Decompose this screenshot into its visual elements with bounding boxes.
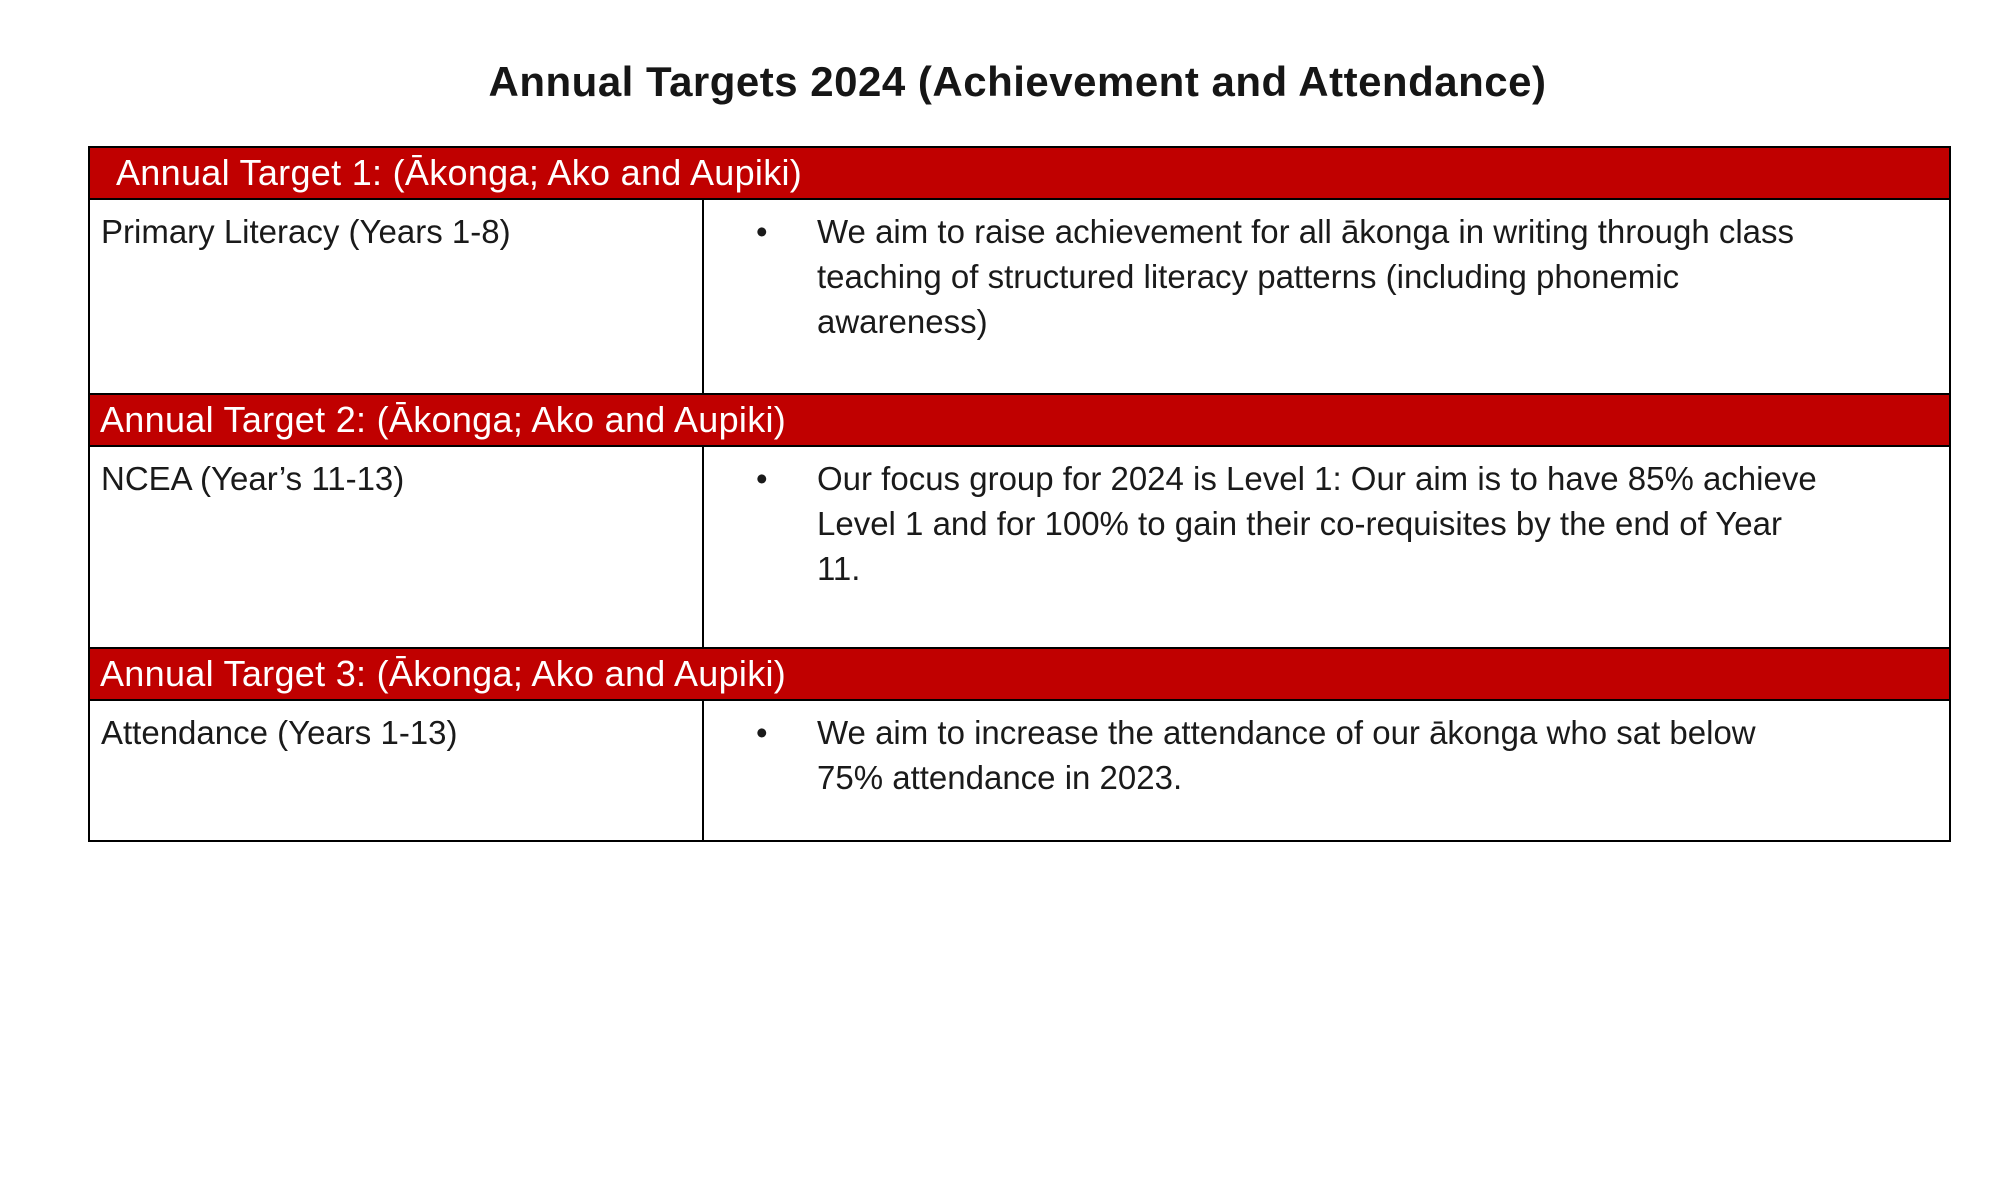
target-3-area-cell: Attendance (Years 1-13): [90, 701, 704, 840]
target-3-header-band: Annual Target 3: (Ākonga; Ako and Aupiki…: [90, 647, 1949, 701]
page-title: Annual Targets 2024 (Achievement and Att…: [488, 58, 1547, 105]
table-row: NCEA (Year’s 11-13) Our focus group for …: [90, 447, 1949, 647]
table-row: Attendance (Years 1-13) We aim to increa…: [90, 701, 1949, 840]
target-2-description-cell: Our focus group for 2024 is Level 1: Our…: [704, 447, 1949, 647]
target-3-description-cell: We aim to increase the attendance of our…: [704, 701, 1949, 840]
target-2-header-band: Annual Target 2: (Ākonga; Ako and Aupiki…: [90, 393, 1949, 447]
bullet-list: We aim to raise achievement for all ākon…: [752, 209, 1929, 344]
table-row: Primary Literacy (Years 1-8) We aim to r…: [90, 200, 1949, 393]
target-section-3: Annual Target 3: (Ākonga; Ako and Aupiki…: [90, 647, 1949, 840]
target-2-area-cell: NCEA (Year’s 11-13): [90, 447, 704, 647]
target-1-header-band: Annual Target 1: (Ākonga; Ako and Aupiki…: [90, 148, 1949, 200]
target-1-area-cell: Primary Literacy (Years 1-8): [90, 200, 704, 393]
target-section-2: Annual Target 2: (Ākonga; Ako and Aupiki…: [90, 393, 1949, 647]
bullet-list: Our focus group for 2024 is Level 1: Our…: [752, 456, 1929, 591]
bullet-item: We aim to increase the attendance of our…: [752, 710, 1822, 800]
target-section-1: Annual Target 1: (Ākonga; Ako and Aupiki…: [90, 148, 1949, 393]
target-1-description-cell: We aim to raise achievement for all ākon…: [704, 200, 1949, 393]
bullet-list: We aim to increase the attendance of our…: [752, 710, 1929, 800]
bullet-item: We aim to raise achievement for all ākon…: [752, 209, 1822, 344]
annual-targets-table: Annual Target 1: (Ākonga; Ako and Aupiki…: [88, 146, 1951, 842]
bullet-item: Our focus group for 2024 is Level 1: Our…: [752, 456, 1822, 591]
